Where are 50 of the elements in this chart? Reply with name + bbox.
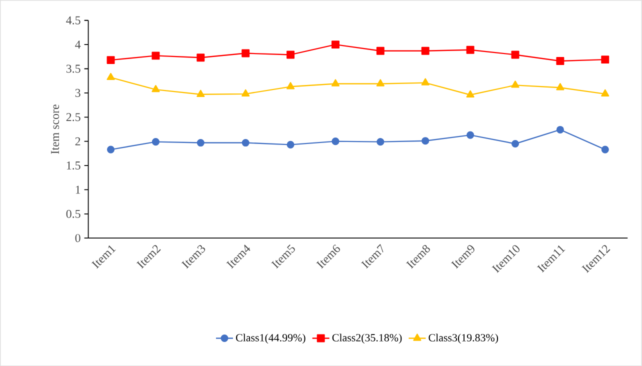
point [466,46,474,54]
legend-label: Class3(19.83%) [428,334,498,344]
point [332,137,340,145]
point [601,55,610,64]
point [242,49,250,58]
point [332,40,340,48]
point [242,138,250,146]
point [152,52,160,60]
point [242,89,250,96]
legend-label: Class1(44.99%) [236,334,306,344]
y-tick-label: 3.5 [66,64,80,73]
point [556,126,564,134]
point [376,138,384,146]
point [421,78,430,86]
y-tick-label: 2 [75,137,80,146]
y-axis-title: Item score [51,104,60,154]
point [601,89,610,96]
point [196,90,205,97]
point [376,46,384,55]
point [556,82,564,90]
point [106,56,115,64]
y-tick-label: 3 [75,88,80,97]
y-tick-label: 4.5 [66,16,80,24]
point [196,53,205,62]
point [421,46,430,55]
point [286,50,295,59]
point [106,146,115,154]
point [196,138,204,146]
point [286,82,295,90]
point [106,72,115,80]
point [152,138,160,146]
point [466,131,474,139]
y-tick-label: 0.5 [66,210,80,218]
point [422,136,430,144]
point [556,56,564,65]
point [511,80,520,88]
point [466,90,474,98]
point [331,79,340,86]
y-tick-label: 0 [75,234,80,242]
point [376,79,384,86]
point [286,140,294,148]
point [511,50,520,59]
point [511,140,520,148]
y-tick-label: 4 [75,40,81,48]
legend-label: Class2(35.18%) [332,334,402,344]
point [601,146,609,154]
y-tick-label: 1.5 [66,161,80,170]
y-tick-label: 1 [76,186,80,194]
y-tick-label: 2.5 [66,112,80,122]
point [152,84,160,92]
